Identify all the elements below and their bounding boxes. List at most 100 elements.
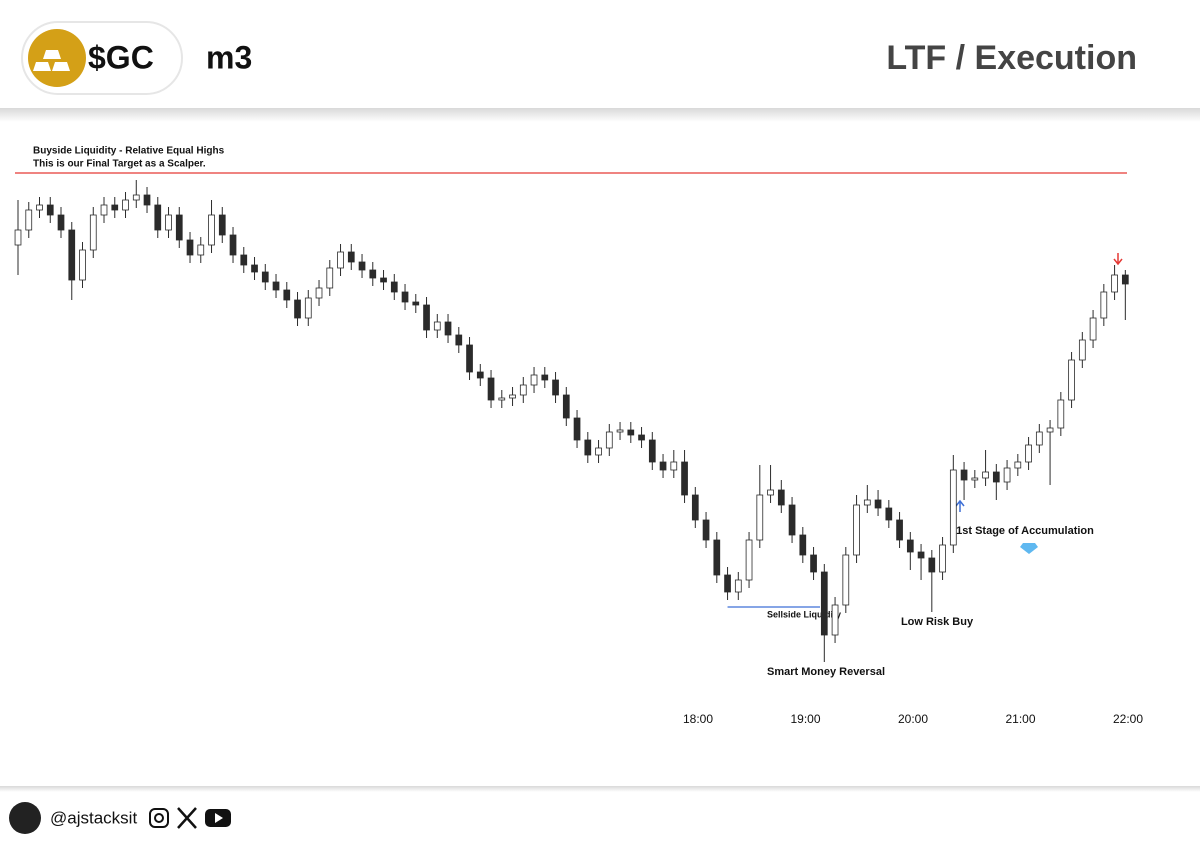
candle-body [681, 461, 688, 496]
candle-body [627, 429, 635, 436]
candle-body [315, 287, 323, 299]
timeframe: m3 [206, 39, 252, 75]
level-label: This is our Final Target as a Scalper. [33, 159, 206, 170]
candle-body [380, 277, 387, 283]
candle-body [423, 304, 430, 331]
candle-body [294, 299, 301, 319]
candle-body [702, 519, 710, 541]
candle-body [724, 574, 731, 593]
candle-body [530, 374, 538, 386]
x-tick-label: 20:00 [898, 712, 928, 726]
candle-body [165, 214, 172, 231]
candle-body [1014, 461, 1022, 469]
candle-body [14, 229, 22, 246]
candle-body [240, 254, 248, 266]
candle-body [433, 321, 441, 331]
candle-body [1025, 444, 1032, 463]
candle-body [283, 289, 291, 301]
x-tick-label: 18:00 [683, 712, 713, 726]
candle-body [476, 371, 484, 379]
candle-body [68, 229, 76, 281]
candle-body [186, 239, 194, 256]
candle-body [100, 204, 108, 216]
candle-body [1100, 291, 1108, 319]
candle-body [444, 321, 452, 336]
candle-body [272, 281, 280, 291]
candle-body [799, 534, 807, 556]
candle-body [670, 461, 678, 471]
candle-body [691, 494, 699, 521]
candle-body [939, 544, 946, 573]
candle-body [713, 539, 721, 576]
candle-body [487, 377, 495, 401]
candle-body [1046, 427, 1054, 433]
instagram-icon [154, 813, 164, 823]
candle-body [57, 214, 65, 231]
x-icon [177, 807, 197, 829]
candle-body [896, 519, 903, 541]
candle-body [89, 214, 97, 251]
candle-body [584, 439, 592, 456]
buy-arrow [955, 499, 965, 512]
candle-body [1089, 317, 1097, 341]
candle-body [251, 264, 258, 273]
plot: 18:00 19:00 20:00 21:00 22:00 [14, 172, 1143, 726]
candle-body [810, 554, 817, 573]
candle-body [971, 477, 979, 481]
candle-body [1003, 467, 1011, 483]
candle-body [261, 271, 269, 283]
candle-body [777, 489, 785, 506]
annotation: 1st Stage of Accumulation [956, 525, 1094, 537]
candle-body [347, 251, 355, 263]
candle-body [498, 397, 506, 401]
level-label: Buyside Liquidity - Relative Equal Highs [33, 146, 225, 157]
header-shadow [0, 108, 1200, 122]
gold-bars-icon [33, 50, 70, 71]
candle-body [455, 334, 463, 346]
candle-body [885, 507, 893, 521]
symbol: $GC [88, 39, 154, 75]
candle-body [1068, 359, 1075, 401]
candle-body [401, 291, 409, 303]
candle-body [229, 234, 237, 256]
candle-body [36, 204, 43, 211]
candle-body [874, 499, 882, 509]
x-tick-label: 22:00 [1113, 712, 1143, 726]
candle-body [745, 539, 753, 581]
candle-body [466, 344, 473, 373]
candle-body [412, 301, 420, 306]
candle-body [541, 374, 549, 381]
candle-body [820, 571, 828, 636]
candle-body [1121, 274, 1129, 285]
candle-body [842, 554, 850, 606]
handle: @ajstacksit [50, 808, 137, 827]
candle-body [369, 269, 377, 279]
candle-body [1111, 274, 1118, 293]
candle-body [638, 434, 645, 441]
candle-body [906, 539, 914, 553]
diamond-icon [1020, 543, 1038, 554]
candle-body [853, 504, 860, 556]
level-label: Sellside Liquidity [767, 609, 841, 619]
candle-body [122, 199, 129, 211]
candle-body [648, 439, 656, 463]
candle-body [390, 281, 398, 293]
candle-body [928, 557, 936, 573]
candle-body [1035, 431, 1043, 446]
candle-body [595, 447, 602, 456]
candle-body [132, 194, 140, 201]
candle-body [358, 261, 366, 271]
candle-body [509, 394, 516, 399]
candle-body [917, 551, 925, 559]
candle-body [756, 494, 764, 541]
candle-body [788, 504, 796, 536]
candle-body [734, 579, 742, 593]
candle-body [562, 394, 570, 419]
candle-body [573, 417, 581, 441]
candle-body [143, 194, 151, 206]
candle-body [1057, 399, 1065, 429]
candle-body [863, 499, 871, 506]
candle-body [960, 469, 968, 481]
